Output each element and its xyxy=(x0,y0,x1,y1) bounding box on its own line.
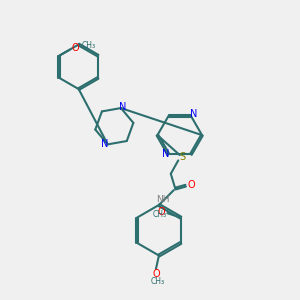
Text: N: N xyxy=(101,140,108,149)
Text: O: O xyxy=(71,43,79,53)
Text: CH₃: CH₃ xyxy=(82,41,96,50)
Text: NH: NH xyxy=(156,195,169,204)
Text: O: O xyxy=(152,269,160,279)
Text: CH₃: CH₃ xyxy=(153,210,167,219)
Text: N: N xyxy=(190,109,197,119)
Text: N: N xyxy=(119,102,126,112)
Text: O: O xyxy=(157,207,165,217)
Text: O: O xyxy=(187,180,195,190)
Text: CH₃: CH₃ xyxy=(150,277,164,286)
Text: N: N xyxy=(162,149,169,159)
Text: S: S xyxy=(179,152,185,162)
